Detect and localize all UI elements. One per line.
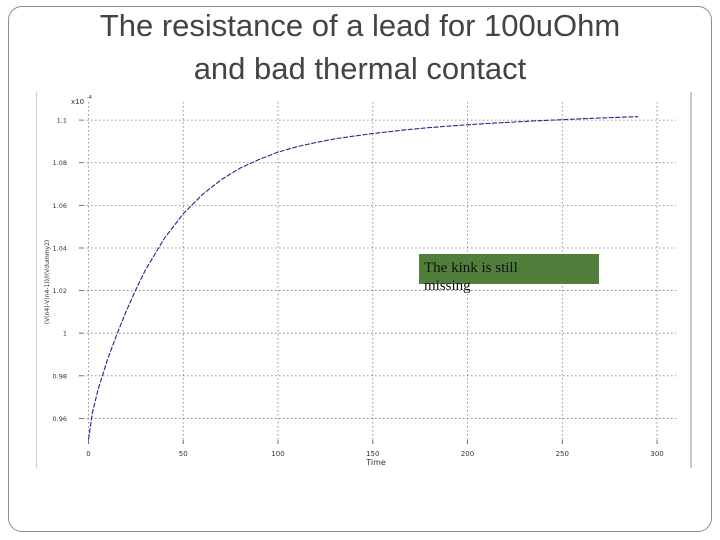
y-tick-label: 1 bbox=[63, 330, 67, 338]
y-axis-label: (V(n4)-V(n4-1))/I(Vdummy2) bbox=[44, 240, 51, 325]
series-layer bbox=[87, 116, 639, 440]
y-tick-label: 1.1 bbox=[57, 117, 67, 125]
grid bbox=[79, 102, 676, 444]
x-tick-label: 50 bbox=[179, 450, 188, 458]
line-chart: 0 50 100 150 200 250 300 0.96 0.98 1 1.02 1.04 1.06 1… bbox=[44, 95, 676, 467]
x-tick-label: 100 bbox=[271, 450, 284, 458]
y-tick-label: 0.98 bbox=[53, 372, 67, 380]
panel-left-edge bbox=[36, 92, 37, 468]
x-tick-label: 250 bbox=[556, 450, 569, 458]
slide-frame bbox=[8, 6, 712, 532]
x-axis-label: Time bbox=[365, 458, 386, 467]
series-line bbox=[87, 116, 639, 440]
callout-text: The kink is still missing bbox=[424, 260, 518, 294]
y-tick-label: 0.96 bbox=[53, 415, 67, 423]
slide-title: The resistance of a lead for 100uOhm and… bbox=[99, 8, 621, 86]
callout-box bbox=[419, 254, 599, 284]
x-tick-label: 0 bbox=[86, 450, 90, 458]
y-multiplier-label: x10 bbox=[71, 98, 84, 106]
y-multiplier-exponent: -4 bbox=[87, 95, 92, 101]
x-tick-label: 200 bbox=[461, 450, 474, 458]
panel-right-edge bbox=[690, 92, 692, 468]
y-tick-label: 1.04 bbox=[53, 244, 67, 252]
y-tick-label: 1.06 bbox=[53, 202, 67, 210]
x-tick-label: 300 bbox=[650, 450, 663, 458]
axes: 0 50 100 150 200 250 300 0.96 0.98 1 1.02 1.04 1.06 1… bbox=[53, 117, 664, 458]
y-tick-label: 1.02 bbox=[53, 287, 67, 295]
x-tick-label: 150 bbox=[366, 450, 379, 458]
y-tick-label: 1.08 bbox=[53, 159, 67, 167]
